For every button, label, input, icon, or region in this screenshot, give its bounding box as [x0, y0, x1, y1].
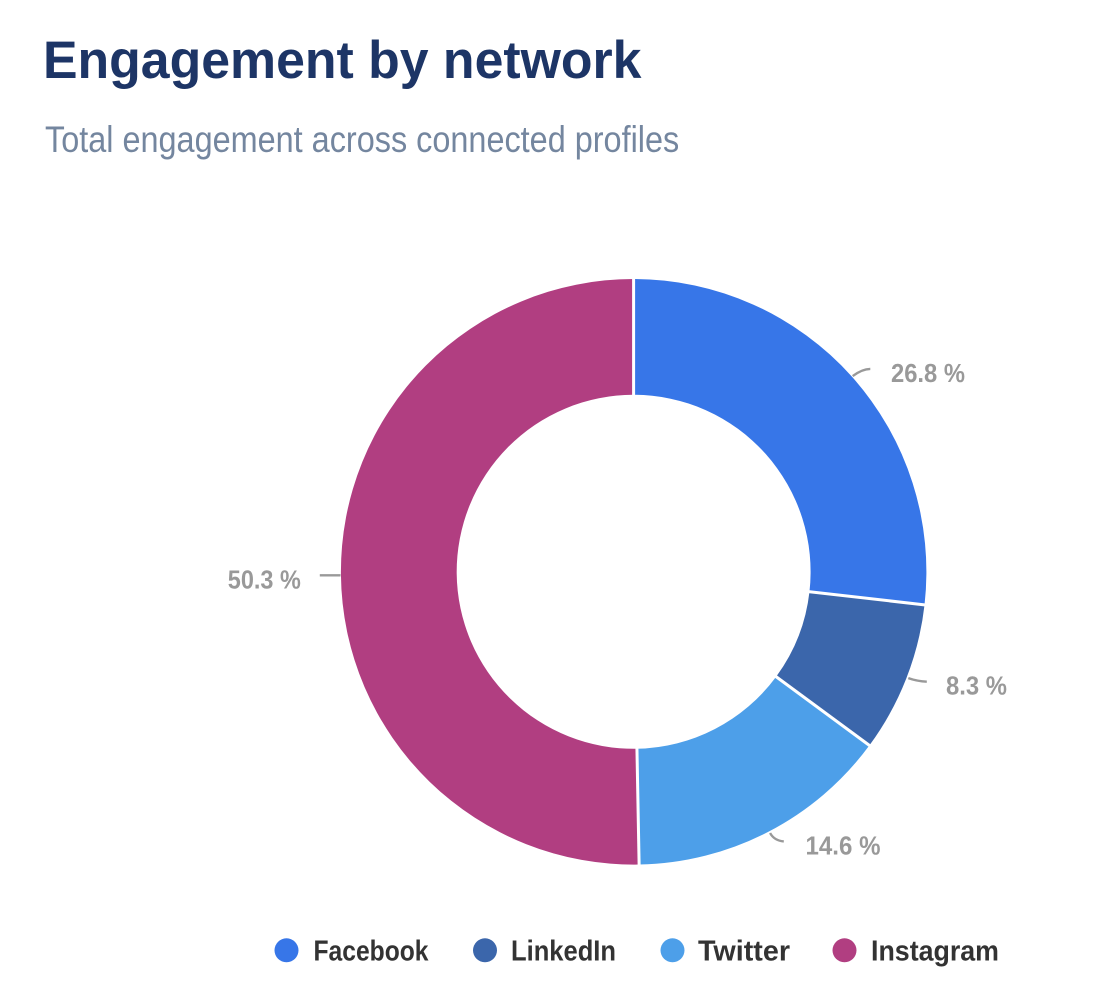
- svg-text:Instagram: Instagram: [871, 936, 999, 968]
- svg-text:8.3 %: 8.3 %: [946, 671, 1007, 701]
- svg-text:26.8 %: 26.8 %: [891, 358, 965, 388]
- svg-text:LinkedIn: LinkedIn: [511, 936, 616, 968]
- svg-text:50.3 %: 50.3 %: [228, 565, 301, 595]
- svg-text:14.6 %: 14.6 %: [806, 831, 881, 861]
- svg-text:Twitter: Twitter: [698, 936, 790, 968]
- svg-text:Facebook: Facebook: [314, 936, 430, 968]
